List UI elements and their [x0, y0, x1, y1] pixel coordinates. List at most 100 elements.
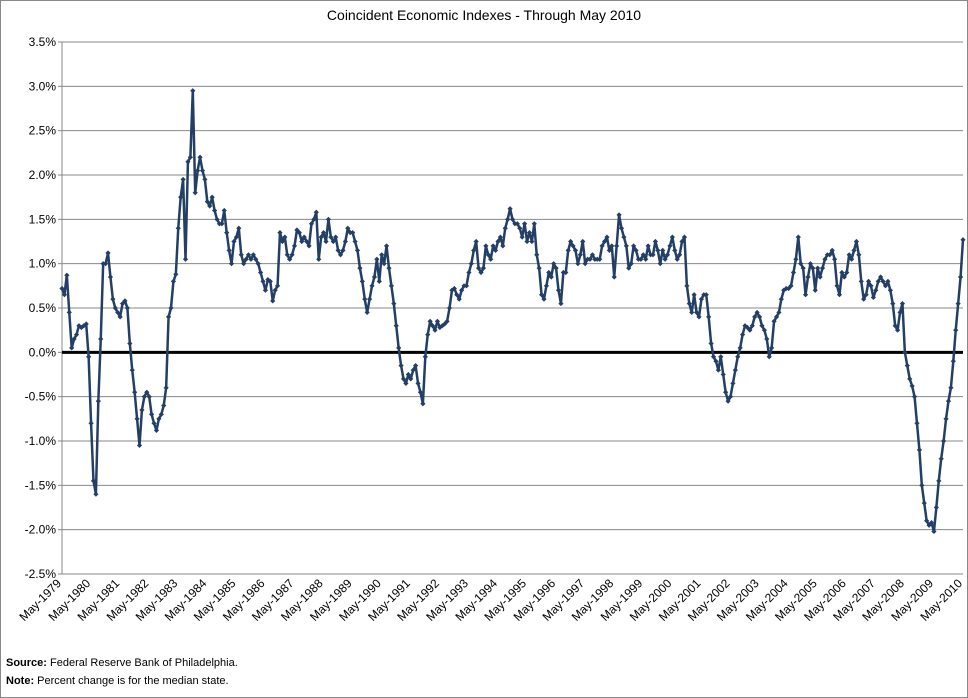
point — [827, 252, 833, 258]
point — [616, 212, 622, 218]
point — [226, 247, 232, 253]
point — [858, 278, 864, 284]
point — [473, 238, 479, 245]
point — [558, 300, 564, 307]
point — [255, 261, 261, 267]
point — [195, 167, 201, 174]
point — [848, 256, 855, 262]
point — [136, 442, 143, 449]
point — [522, 221, 528, 227]
point — [151, 420, 157, 426]
point — [66, 309, 72, 316]
point — [102, 261, 109, 267]
point — [400, 376, 407, 382]
chart-title: Coincident Economic Indexes - Through Ma… — [327, 7, 641, 23]
point — [735, 354, 741, 360]
point — [761, 327, 767, 333]
point — [238, 252, 244, 258]
point — [243, 256, 249, 262]
point — [127, 340, 133, 347]
point — [422, 354, 428, 360]
point — [272, 287, 278, 293]
point — [810, 265, 816, 271]
point — [786, 285, 792, 292]
point — [296, 230, 302, 236]
point — [655, 247, 661, 253]
point — [834, 283, 840, 289]
point — [742, 323, 748, 329]
point — [878, 274, 884, 280]
point — [403, 380, 409, 386]
point — [158, 411, 164, 417]
point — [851, 247, 857, 253]
point — [170, 278, 177, 284]
point — [514, 221, 520, 227]
point — [640, 252, 646, 258]
point — [122, 298, 128, 304]
point — [117, 314, 123, 320]
point — [277, 230, 283, 236]
point — [112, 305, 118, 311]
point — [873, 287, 879, 293]
point — [233, 234, 239, 240]
point — [340, 247, 346, 253]
point — [350, 230, 356, 236]
point — [875, 278, 881, 284]
point — [88, 420, 94, 426]
point — [517, 225, 523, 231]
point — [335, 247, 341, 253]
point — [236, 225, 242, 231]
point — [568, 238, 574, 245]
point — [279, 238, 286, 245]
point — [953, 327, 959, 333]
point — [798, 261, 804, 267]
point — [204, 199, 210, 205]
point — [945, 398, 952, 404]
point — [241, 261, 247, 267]
point — [832, 256, 838, 262]
point — [565, 247, 571, 253]
point — [371, 274, 378, 280]
point — [185, 159, 191, 165]
point — [621, 234, 627, 240]
point — [921, 500, 927, 506]
point — [611, 274, 617, 280]
point — [485, 252, 491, 258]
point — [405, 371, 411, 378]
point — [139, 407, 145, 413]
point — [730, 380, 736, 386]
point — [715, 367, 721, 373]
point — [686, 300, 692, 307]
point — [182, 256, 189, 262]
point — [129, 367, 135, 373]
point — [524, 238, 530, 245]
point — [502, 225, 508, 231]
point — [652, 238, 659, 245]
point — [299, 238, 305, 245]
point — [718, 354, 724, 360]
point — [325, 216, 332, 222]
point — [895, 327, 901, 333]
point — [725, 398, 731, 404]
point — [369, 283, 375, 289]
point — [529, 238, 535, 245]
point — [71, 336, 77, 342]
point — [819, 265, 826, 271]
point — [926, 522, 932, 528]
point — [211, 207, 218, 214]
point — [323, 238, 329, 245]
point — [650, 252, 656, 258]
point — [466, 269, 472, 276]
point — [500, 243, 506, 249]
point — [948, 385, 954, 391]
y-tick-label: -2.5% — [25, 567, 57, 581]
point — [144, 389, 150, 395]
point — [359, 278, 365, 284]
point — [262, 287, 269, 293]
point — [546, 269, 552, 276]
point — [764, 336, 770, 342]
y-tick-label: 1.5% — [29, 212, 57, 226]
point — [662, 256, 668, 262]
point — [388, 283, 394, 289]
point — [274, 283, 281, 289]
